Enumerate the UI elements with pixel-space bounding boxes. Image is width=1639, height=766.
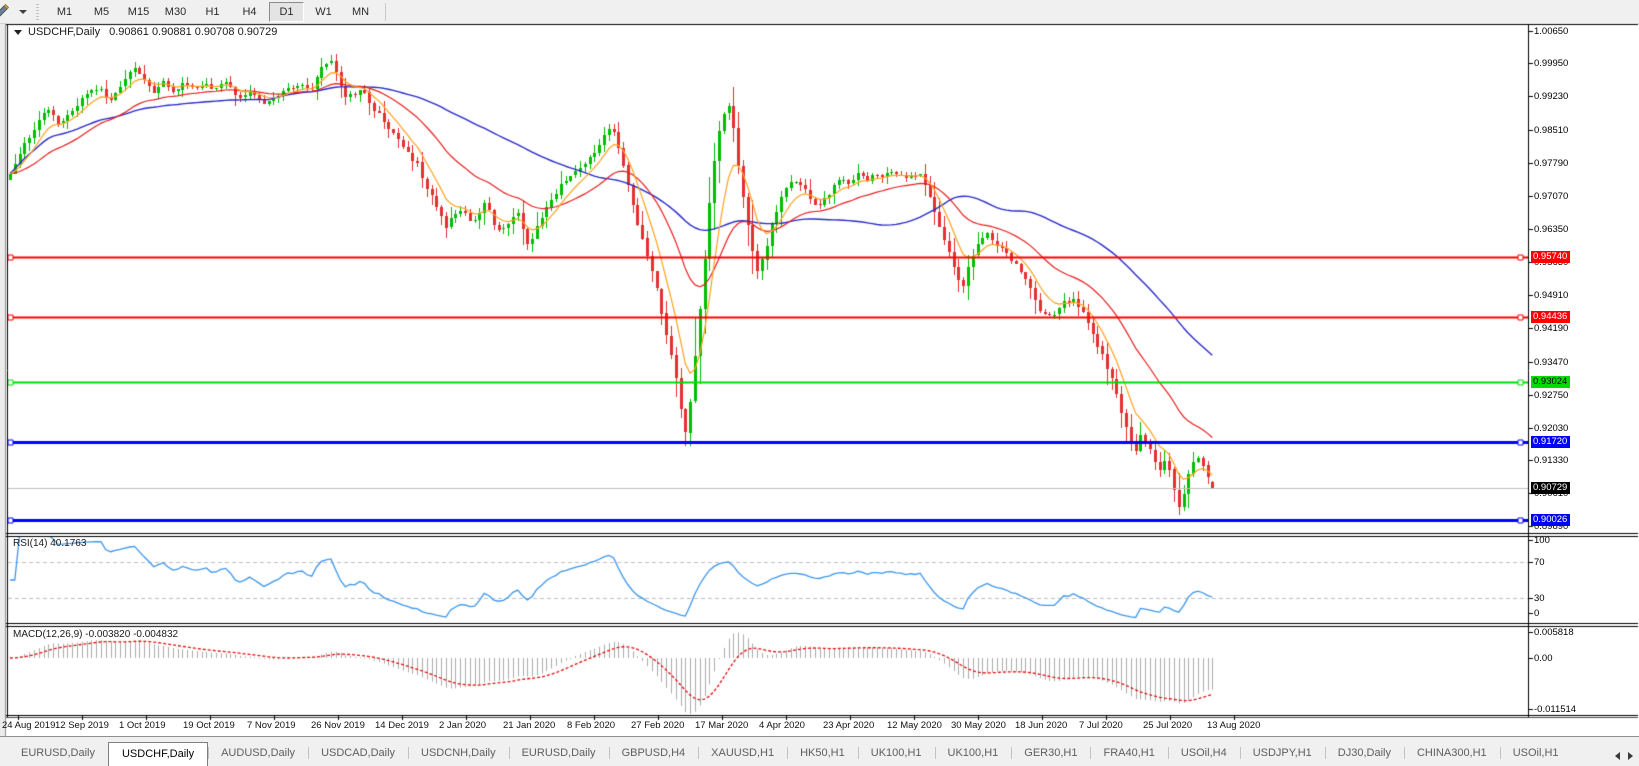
chart-tab-3[interactable]: USDCAD,Daily	[308, 743, 408, 763]
macd-tick-label: -0.011514	[1534, 704, 1577, 715]
date-axis-label: 12 Sep 2019	[55, 720, 109, 731]
date-axis-label: 12 May 2020	[887, 720, 942, 731]
price-tick-label: 0.96350	[1534, 224, 1569, 235]
price-line-label: 0.95740	[1531, 251, 1571, 263]
toolbar-grip	[36, 3, 39, 20]
chart-title-row: USDCHF,Daily 0.90861 0.90881 0.90708 0.9…	[14, 26, 277, 38]
current-price-label: 0.90729	[1531, 482, 1571, 494]
price-tick-label: 0.92750	[1534, 390, 1569, 401]
price-tick-label: 0.89890	[1534, 521, 1569, 532]
timeframe-button-mn[interactable]: MN	[351, 5, 370, 18]
chart-tab-8[interactable]: HK50,H1	[787, 743, 858, 763]
chart-tab-7[interactable]: XAUUSD,H1	[698, 743, 787, 763]
chart-tab-1[interactable]: USDCHF,Daily	[107, 742, 209, 766]
timeframe-button-w1[interactable]: W1	[315, 5, 332, 18]
chart-tab-2[interactable]: AUDUSD,Daily	[208, 743, 308, 763]
date-axis-label: 7 Nov 2019	[247, 720, 296, 731]
date-axis-label: 1 Oct 2019	[119, 720, 166, 731]
chart-tab-11[interactable]: GER30,H1	[1011, 743, 1090, 763]
date-axis-label: 27 Feb 2020	[631, 720, 685, 731]
timeframe-button-m15[interactable]: M15	[127, 5, 150, 18]
timeframe-button-m30[interactable]: M30	[164, 5, 187, 18]
date-axis-label: 21 Jan 2020	[503, 720, 556, 731]
price-tick-label: 0.94190	[1534, 323, 1569, 334]
tool-dropdown-caret-icon[interactable]	[19, 9, 27, 14]
macd-indicator-label: MACD(12,26,9) -0.003820 -0.004832	[13, 629, 179, 640]
rsi-tick-label: 0	[1534, 608, 1540, 619]
price-tick-label: 0.92030	[1534, 423, 1569, 434]
rsi-indicator-label: RSI(14) 40.1763	[13, 538, 87, 549]
price-tick-label: 0.97790	[1534, 158, 1569, 169]
date-axis-label: 14 Dec 2019	[375, 720, 429, 731]
date-axis-label: 7 Jul 2020	[1079, 720, 1123, 731]
pencil-draw-icon[interactable]	[0, 3, 16, 20]
price-tick-label: 0.93470	[1534, 357, 1569, 368]
macd-tick-label: 0.005818	[1534, 627, 1574, 638]
chart-ohlc-quote: 0.90861 0.90881 0.90708 0.90729	[109, 26, 278, 38]
timeframe-button-m1[interactable]: M1	[56, 5, 73, 18]
date-axis-label: 18 Jun 2020	[1015, 720, 1068, 731]
timeframe-toolbar: M1 M5 M15 M30 H1 H4 D1 W1 MN	[0, 0, 1639, 24]
tab-scroll-left-icon[interactable]	[1615, 752, 1620, 760]
price-tick-label: 0.99950	[1534, 58, 1569, 69]
tab-scroll-right-icon[interactable]	[1628, 752, 1633, 760]
chart-tab-14[interactable]: USDJPY,H1	[1239, 743, 1325, 763]
chart-symbol-title: USDCHF,Daily	[28, 26, 101, 38]
timeframe-button-m5[interactable]: M5	[93, 5, 110, 18]
chart-tab-13[interactable]: USOil,H4	[1167, 743, 1240, 763]
price-line-label: 0.93024	[1531, 376, 1571, 388]
price-line-label: 0.90026	[1531, 514, 1571, 526]
rsi-tick-label: 100	[1534, 535, 1550, 546]
price-line-label: 0.94436	[1531, 311, 1571, 323]
chart-tab-bar: EURUSD,Daily USDCHF,Daily AUDUSD,Daily USDC…	[0, 736, 1639, 766]
chart-tab-6[interactable]: GBPUSD,H4	[608, 743, 699, 763]
symbol-dropdown-caret-icon[interactable]	[14, 29, 22, 35]
date-axis-label: 30 May 2020	[951, 720, 1006, 731]
rsi-tick-label: 70	[1534, 557, 1545, 568]
toolbar-separator	[385, 2, 386, 21]
price-tick-label: 0.99230	[1534, 91, 1569, 102]
chart-tab-15[interactable]: DJ30,Daily	[1324, 743, 1404, 763]
date-axis-label: 17 Mar 2020	[695, 720, 749, 731]
chart-tab-17[interactable]: USOil,H1	[1499, 743, 1572, 763]
chart-tab-0[interactable]: EURUSD,Daily	[21, 747, 95, 759]
price-line-label: 0.91720	[1531, 436, 1571, 448]
chart-tab-10[interactable]: UK100,H1	[934, 743, 1012, 763]
date-axis-label: 26 Nov 2019	[311, 720, 365, 731]
date-axis-label: 13 Aug 2020	[1207, 720, 1261, 731]
date-axis-label: 4 Apr 2020	[759, 720, 805, 731]
chart-tab-4[interactable]: USDCNH,Daily	[408, 743, 509, 763]
date-axis-label: 8 Feb 2020	[567, 720, 616, 731]
date-axis-label: 23 Apr 2020	[823, 720, 875, 731]
date-axis-label: 24 Aug 2019	[2, 720, 56, 731]
macd-tick-label: 0.00	[1534, 653, 1553, 664]
timeframe-button-d1[interactable]: D1	[269, 1, 304, 22]
price-tick-label: 0.98510	[1534, 125, 1569, 136]
price-tick-label: 1.00650	[1534, 26, 1569, 37]
price-tick-label: 0.97070	[1534, 191, 1569, 202]
chart-tab-12[interactable]: FRA40,H1	[1090, 743, 1167, 763]
date-axis-label: 19 Oct 2019	[183, 720, 235, 731]
chart-tab-9[interactable]: UK100,H1	[857, 743, 935, 763]
chart-tab-16[interactable]: CHINA300,H1	[1403, 743, 1500, 763]
price-tick-label: 0.91330	[1534, 455, 1569, 466]
chart-tab-5[interactable]: EURUSD,Daily	[508, 743, 609, 763]
timeframe-button-h4[interactable]: H4	[242, 5, 257, 18]
date-axis-label: 2 Jan 2020	[439, 720, 487, 731]
timeframe-button-h1[interactable]: H1	[205, 5, 220, 18]
price-tick-label: 0.94910	[1534, 290, 1569, 301]
rsi-tick-label: 30	[1534, 593, 1545, 604]
date-axis-label: 25 Jul 2020	[1143, 720, 1193, 731]
